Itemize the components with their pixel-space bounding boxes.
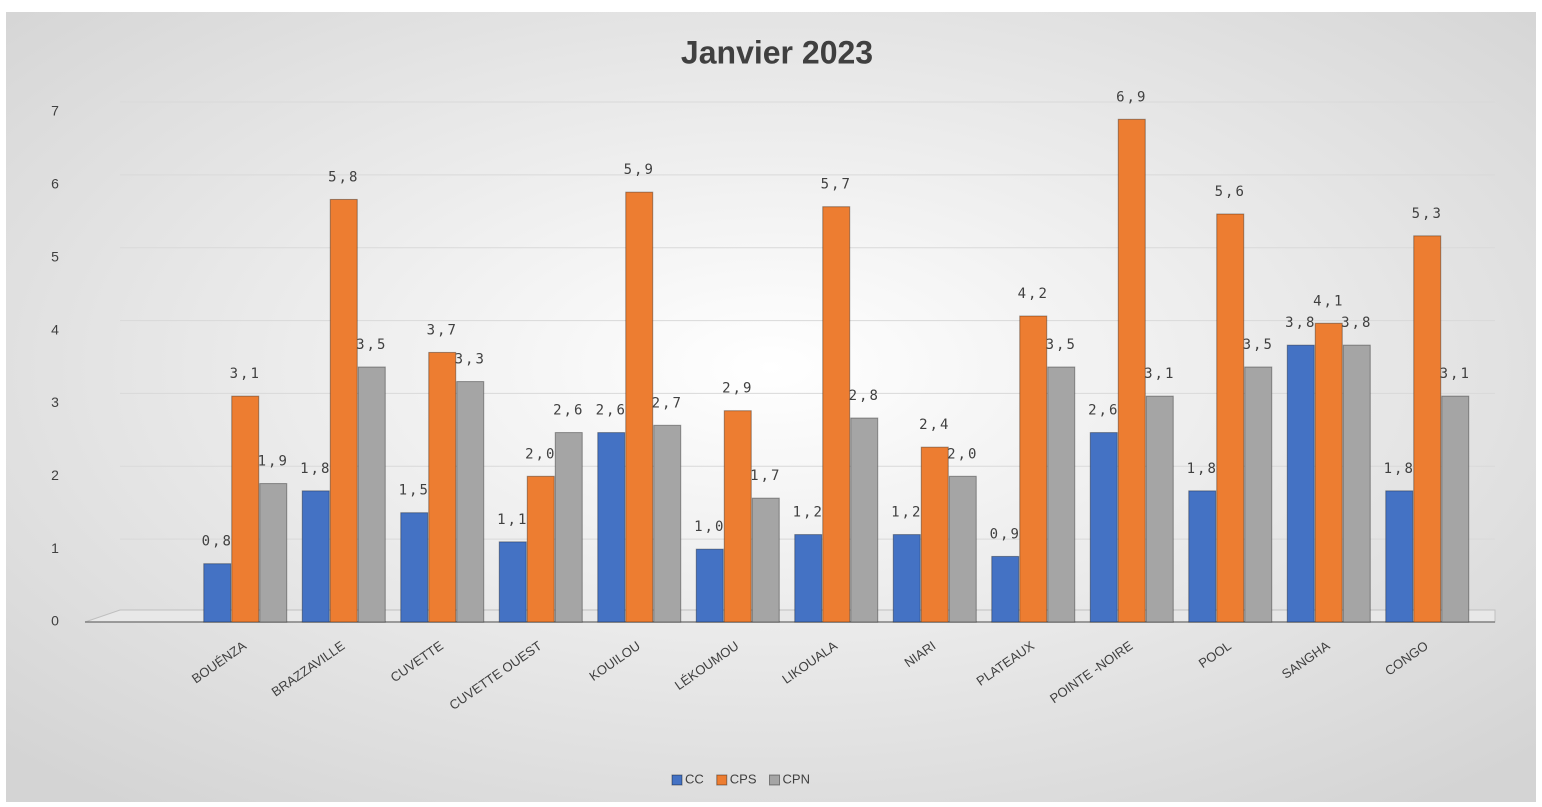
y-tick-label: 2 [51,467,59,483]
value-label: 2,6 [553,403,584,419]
bar [850,417,879,623]
value-label: 1,2 [793,505,824,521]
bar [653,424,682,623]
value-label: 1,8 [1187,461,1218,477]
value-label: 2,8 [849,388,880,404]
chart-background [6,12,1536,802]
bar [1188,490,1217,623]
value-label: 5,8 [328,169,359,185]
bar [1244,366,1273,623]
bar [1089,432,1118,623]
bar [751,497,780,623]
value-label: 2,7 [652,395,683,411]
value-label: 1,8 [1384,461,1415,477]
value-label: 2,4 [919,417,950,433]
value-label: 0,9 [990,526,1021,542]
bar [1019,315,1048,623]
bar [428,351,457,623]
value-label: 4,1 [1313,293,1344,309]
bar [948,475,977,623]
chart-title: Janvier 2023 [681,34,873,70]
y-tick-label: 7 [51,103,59,119]
bar [1385,490,1414,623]
bar [1441,395,1470,623]
value-label: 3,5 [356,337,387,353]
value-label: 1,1 [497,512,528,528]
value-label: 3,3 [455,352,486,368]
value-label: 5,6 [1215,184,1246,200]
y-tick-label: 0 [51,613,59,629]
value-label: 1,5 [399,483,430,499]
y-tick-label: 4 [51,321,59,337]
bar [822,206,851,623]
value-label: 5,7 [821,177,852,193]
value-label: 3,8 [1341,315,1372,331]
value-label: 1,0 [694,519,725,535]
bar [456,381,485,623]
value-label: 0,8 [202,534,233,550]
value-label: 3,1 [1144,366,1175,382]
value-label: 3,1 [1440,366,1471,382]
bar [1216,213,1245,623]
y-tick-label: 5 [51,248,59,264]
legend-swatch [716,774,728,786]
bar [400,512,429,623]
bar [1413,235,1442,623]
bar [794,534,823,623]
floor [84,609,1496,623]
bar [1342,344,1371,623]
bar [1117,118,1146,623]
value-label: 2,0 [947,446,978,462]
y-tick-label: 1 [51,540,59,556]
value-label: 6,9 [1116,89,1147,105]
bar [203,563,232,623]
bar [1314,322,1343,623]
value-label: 3,5 [1046,337,1077,353]
bar [526,475,555,623]
bar [231,395,260,623]
legend-swatch [671,774,683,786]
value-label: 1,8 [300,461,331,477]
bar [695,548,724,623]
bar [1145,395,1174,623]
value-label: 3,5 [1243,337,1274,353]
bar [991,555,1020,623]
bar [1286,344,1315,623]
bar [597,432,626,623]
bar [1047,366,1076,623]
value-label: 2,0 [525,446,556,462]
value-label: 2,6 [596,403,627,419]
value-label: 5,3 [1412,206,1443,222]
bar [625,191,654,623]
bar [329,198,358,623]
bar [554,432,583,623]
value-label: 2,6 [1088,403,1119,419]
legend-label: CPS [730,771,757,786]
value-label: 1,9 [258,454,289,470]
bar [259,483,288,623]
y-tick-label: 6 [51,176,59,192]
value-label: 3,1 [230,366,261,382]
value-label: 3,7 [427,322,458,338]
bar [357,366,386,623]
bar [892,534,921,623]
legend-label: CPN [783,771,810,786]
legend-label: CC [685,771,704,786]
bar [723,410,752,623]
value-label: 5,9 [624,162,655,178]
bar [920,446,949,623]
legend-swatch [769,774,781,786]
value-label: 4,2 [1018,286,1049,302]
y-tick-label: 3 [51,394,59,410]
bar [301,490,330,623]
value-label: 1,2 [891,505,922,521]
value-label: 2,9 [722,381,753,397]
value-label: 1,7 [750,468,781,484]
value-label: 3,8 [1285,315,1316,331]
bar [498,541,527,623]
